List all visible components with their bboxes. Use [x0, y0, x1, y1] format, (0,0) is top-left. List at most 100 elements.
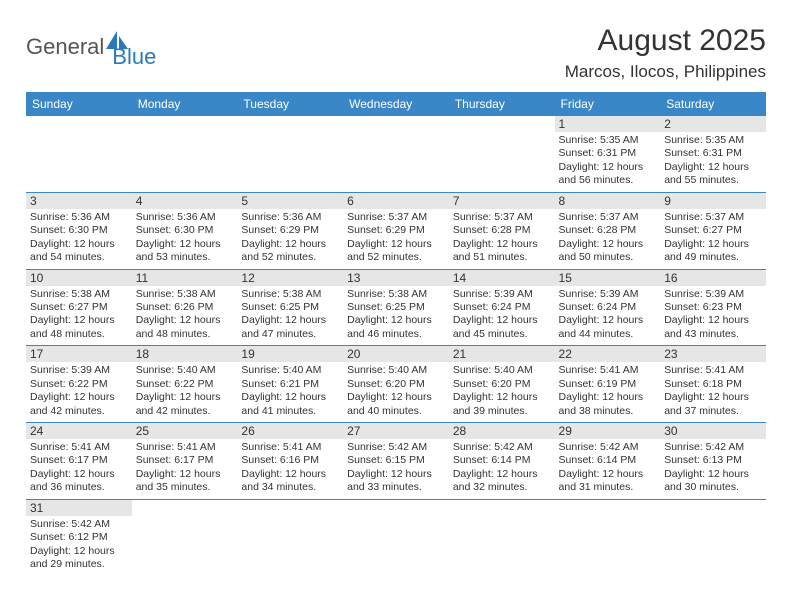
day-info-line: Sunrise: 5:40 AM: [136, 364, 234, 377]
day-info-line: Daylight: 12 hours: [30, 314, 128, 327]
day-info-line: Sunset: 6:30 PM: [30, 224, 128, 237]
day-info-line: Sunset: 6:16 PM: [241, 454, 339, 467]
day-info-line: and 54 minutes.: [30, 251, 128, 264]
day-info-line: and 42 minutes.: [30, 405, 128, 418]
weekday-header-row: Sunday Monday Tuesday Wednesday Thursday…: [26, 92, 766, 116]
day-info-line: Daylight: 12 hours: [453, 238, 551, 251]
calendar-cell: [343, 116, 449, 192]
day-info-line: Sunrise: 5:37 AM: [453, 211, 551, 224]
day-info-line: Daylight: 12 hours: [664, 391, 762, 404]
day-info-line: Daylight: 12 hours: [241, 314, 339, 327]
day-info-line: and 51 minutes.: [453, 251, 551, 264]
day-info-line: Sunset: 6:18 PM: [664, 378, 762, 391]
day-info-line: and 29 minutes.: [30, 558, 128, 571]
day-info-line: Sunset: 6:27 PM: [664, 224, 762, 237]
day-number: 2: [660, 116, 766, 132]
calendar-cell: 24Sunrise: 5:41 AMSunset: 6:17 PMDayligh…: [26, 423, 132, 500]
day-info-line: Daylight: 12 hours: [664, 468, 762, 481]
day-info-line: Sunset: 6:29 PM: [347, 224, 445, 237]
day-info-line: Sunrise: 5:42 AM: [664, 441, 762, 454]
calendar-cell: 25Sunrise: 5:41 AMSunset: 6:17 PMDayligh…: [132, 423, 238, 500]
day-number: 9: [660, 193, 766, 209]
day-number: 14: [449, 270, 555, 286]
day-info-line: Sunset: 6:31 PM: [664, 147, 762, 160]
day-info-line: and 42 minutes.: [136, 405, 234, 418]
header: General Blue August 2025 Marcos, Ilocos,…: [26, 24, 766, 82]
day-info-line: and 38 minutes.: [559, 405, 657, 418]
day-number: 27: [343, 423, 449, 439]
day-number: 13: [343, 270, 449, 286]
calendar-cell: [132, 116, 238, 192]
calendar-table: Sunday Monday Tuesday Wednesday Thursday…: [26, 92, 766, 576]
day-info-line: Daylight: 12 hours: [136, 314, 234, 327]
day-info-line: Daylight: 12 hours: [453, 314, 551, 327]
day-info-line: Sunrise: 5:36 AM: [136, 211, 234, 224]
day-number: 17: [26, 346, 132, 362]
weekday-header: Monday: [132, 92, 238, 116]
day-number: 8: [555, 193, 661, 209]
day-info-line: Sunrise: 5:35 AM: [664, 134, 762, 147]
day-number: 7: [449, 193, 555, 209]
day-info-line: Sunrise: 5:42 AM: [453, 441, 551, 454]
day-info-line: Sunset: 6:24 PM: [559, 301, 657, 314]
weekday-header: Sunday: [26, 92, 132, 116]
title-block: August 2025 Marcos, Ilocos, Philippines: [565, 24, 766, 82]
day-info-line: and 55 minutes.: [664, 174, 762, 187]
calendar-row: 10Sunrise: 5:38 AMSunset: 6:27 PMDayligh…: [26, 269, 766, 346]
day-info-line: and 53 minutes.: [136, 251, 234, 264]
day-info-line: Daylight: 12 hours: [241, 391, 339, 404]
day-info-line: Daylight: 12 hours: [241, 468, 339, 481]
day-info-line: Daylight: 12 hours: [559, 161, 657, 174]
day-info-line: Sunset: 6:29 PM: [241, 224, 339, 237]
day-number: 5: [237, 193, 343, 209]
calendar-cell: 10Sunrise: 5:38 AMSunset: 6:27 PMDayligh…: [26, 269, 132, 346]
day-info-line: Sunset: 6:28 PM: [559, 224, 657, 237]
calendar-cell: 4Sunrise: 5:36 AMSunset: 6:30 PMDaylight…: [132, 192, 238, 269]
calendar-cell: [660, 499, 766, 575]
day-info-line: Daylight: 12 hours: [347, 391, 445, 404]
day-info-line: and 36 minutes.: [30, 481, 128, 494]
day-number: 20: [343, 346, 449, 362]
day-info-line: and 50 minutes.: [559, 251, 657, 264]
day-info-line: Sunset: 6:25 PM: [241, 301, 339, 314]
day-info-line: and 56 minutes.: [559, 174, 657, 187]
day-info-line: Sunset: 6:22 PM: [30, 378, 128, 391]
day-info-line: and 39 minutes.: [453, 405, 551, 418]
calendar-cell: 18Sunrise: 5:40 AMSunset: 6:22 PMDayligh…: [132, 346, 238, 423]
day-info-line: Sunset: 6:31 PM: [559, 147, 657, 160]
day-info-line: Sunrise: 5:41 AM: [241, 441, 339, 454]
calendar-cell: 8Sunrise: 5:37 AMSunset: 6:28 PMDaylight…: [555, 192, 661, 269]
calendar-cell: 19Sunrise: 5:40 AMSunset: 6:21 PMDayligh…: [237, 346, 343, 423]
day-info-line: Daylight: 12 hours: [241, 238, 339, 251]
day-number: 30: [660, 423, 766, 439]
weekday-header: Saturday: [660, 92, 766, 116]
day-info-line: and 37 minutes.: [664, 405, 762, 418]
calendar-cell: [343, 499, 449, 575]
calendar-row: 31Sunrise: 5:42 AMSunset: 6:12 PMDayligh…: [26, 499, 766, 575]
day-info-line: Sunset: 6:17 PM: [136, 454, 234, 467]
day-number: 15: [555, 270, 661, 286]
day-info-line: Daylight: 12 hours: [453, 468, 551, 481]
calendar-cell: 26Sunrise: 5:41 AMSunset: 6:16 PMDayligh…: [237, 423, 343, 500]
calendar-cell: 7Sunrise: 5:37 AMSunset: 6:28 PMDaylight…: [449, 192, 555, 269]
day-info-line: Sunrise: 5:36 AM: [241, 211, 339, 224]
day-info-line: Sunrise: 5:39 AM: [559, 288, 657, 301]
day-info-line: Sunrise: 5:37 AM: [347, 211, 445, 224]
day-number: 1: [555, 116, 661, 132]
calendar-cell: 31Sunrise: 5:42 AMSunset: 6:12 PMDayligh…: [26, 499, 132, 575]
day-info-line: and 49 minutes.: [664, 251, 762, 264]
day-info-line: Sunrise: 5:38 AM: [241, 288, 339, 301]
calendar-cell: 21Sunrise: 5:40 AMSunset: 6:20 PMDayligh…: [449, 346, 555, 423]
calendar-cell: 17Sunrise: 5:39 AMSunset: 6:22 PMDayligh…: [26, 346, 132, 423]
day-info-line: Daylight: 12 hours: [664, 314, 762, 327]
day-number: 19: [237, 346, 343, 362]
day-info-line: Daylight: 12 hours: [347, 468, 445, 481]
calendar-row: 3Sunrise: 5:36 AMSunset: 6:30 PMDaylight…: [26, 192, 766, 269]
day-info-line: Sunset: 6:20 PM: [453, 378, 551, 391]
day-info-line: Sunset: 6:15 PM: [347, 454, 445, 467]
day-number: 12: [237, 270, 343, 286]
page-subtitle: Marcos, Ilocos, Philippines: [565, 62, 766, 82]
day-number: 11: [132, 270, 238, 286]
day-info-line: Sunrise: 5:41 AM: [664, 364, 762, 377]
day-info-line: Sunrise: 5:37 AM: [559, 211, 657, 224]
